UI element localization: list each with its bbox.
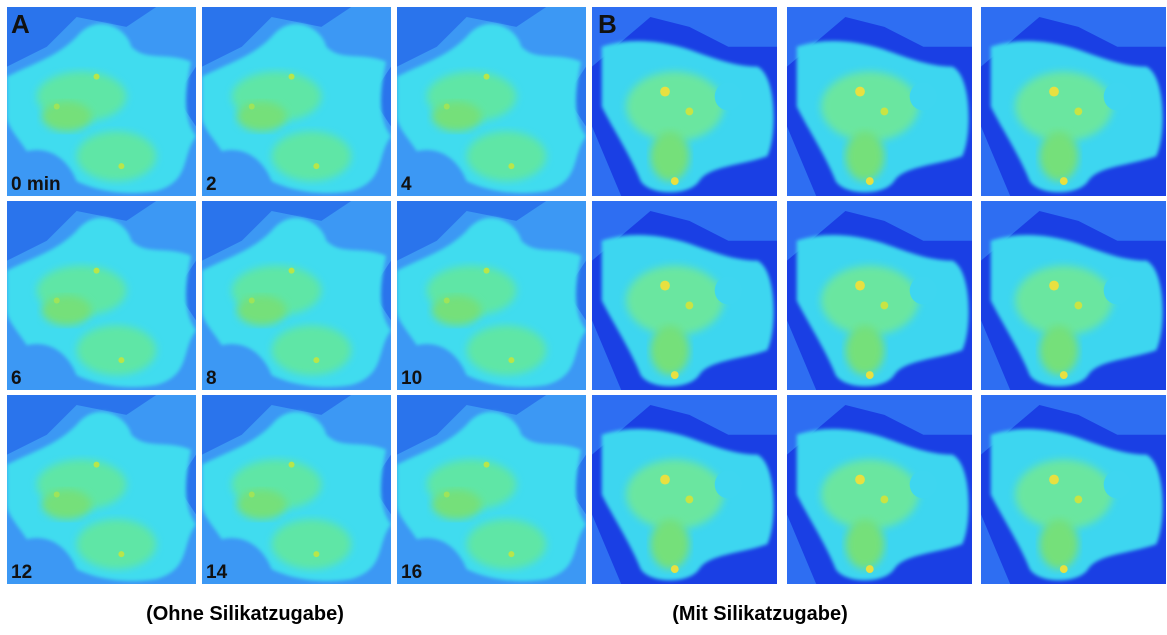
caption: (Ohne Silikatzugabe) bbox=[146, 603, 344, 625]
microscopy-image bbox=[981, 395, 1166, 584]
microscopy-image bbox=[981, 201, 1166, 390]
time-label: 16 bbox=[401, 562, 422, 583]
time-label: 8 bbox=[206, 368, 217, 389]
microscopy-image bbox=[202, 7, 391, 196]
caption: (Mit Silikatzugabe) bbox=[672, 603, 848, 625]
time-label: 4 bbox=[401, 174, 412, 195]
time-label: 14 bbox=[206, 562, 228, 583]
microscopy-image bbox=[7, 395, 196, 584]
microscopy-image bbox=[787, 201, 972, 390]
time-label: 2 bbox=[206, 174, 217, 195]
microscopy-image bbox=[592, 7, 777, 196]
microscopy-image bbox=[787, 7, 972, 196]
time-label: 10 bbox=[401, 368, 422, 389]
microscopy-image bbox=[202, 201, 391, 390]
microscopy-image bbox=[202, 395, 391, 584]
microscopy-image bbox=[7, 7, 196, 196]
microscopy-image bbox=[592, 201, 777, 390]
microscopy-image bbox=[397, 7, 586, 196]
time-label: 6 bbox=[11, 368, 22, 389]
figure: 0 min 2 4 6 8 10 12 14 16 A B (Ohne Silikatzugabe)… bbox=[0, 0, 1167, 635]
microscopy-image bbox=[592, 395, 777, 584]
panel-label: A bbox=[11, 9, 30, 39]
image-grid: 0 min 2 4 6 8 10 12 14 16 A B bbox=[7, 7, 1166, 584]
panel-label: B bbox=[598, 9, 617, 39]
microscopy-image bbox=[787, 395, 972, 584]
time-label: 0 min bbox=[11, 174, 61, 195]
microscopy-image bbox=[397, 201, 586, 390]
time-label: 12 bbox=[11, 562, 32, 583]
microscopy-image bbox=[397, 395, 586, 584]
microscopy-image bbox=[981, 7, 1166, 196]
microscopy-image bbox=[7, 201, 196, 390]
